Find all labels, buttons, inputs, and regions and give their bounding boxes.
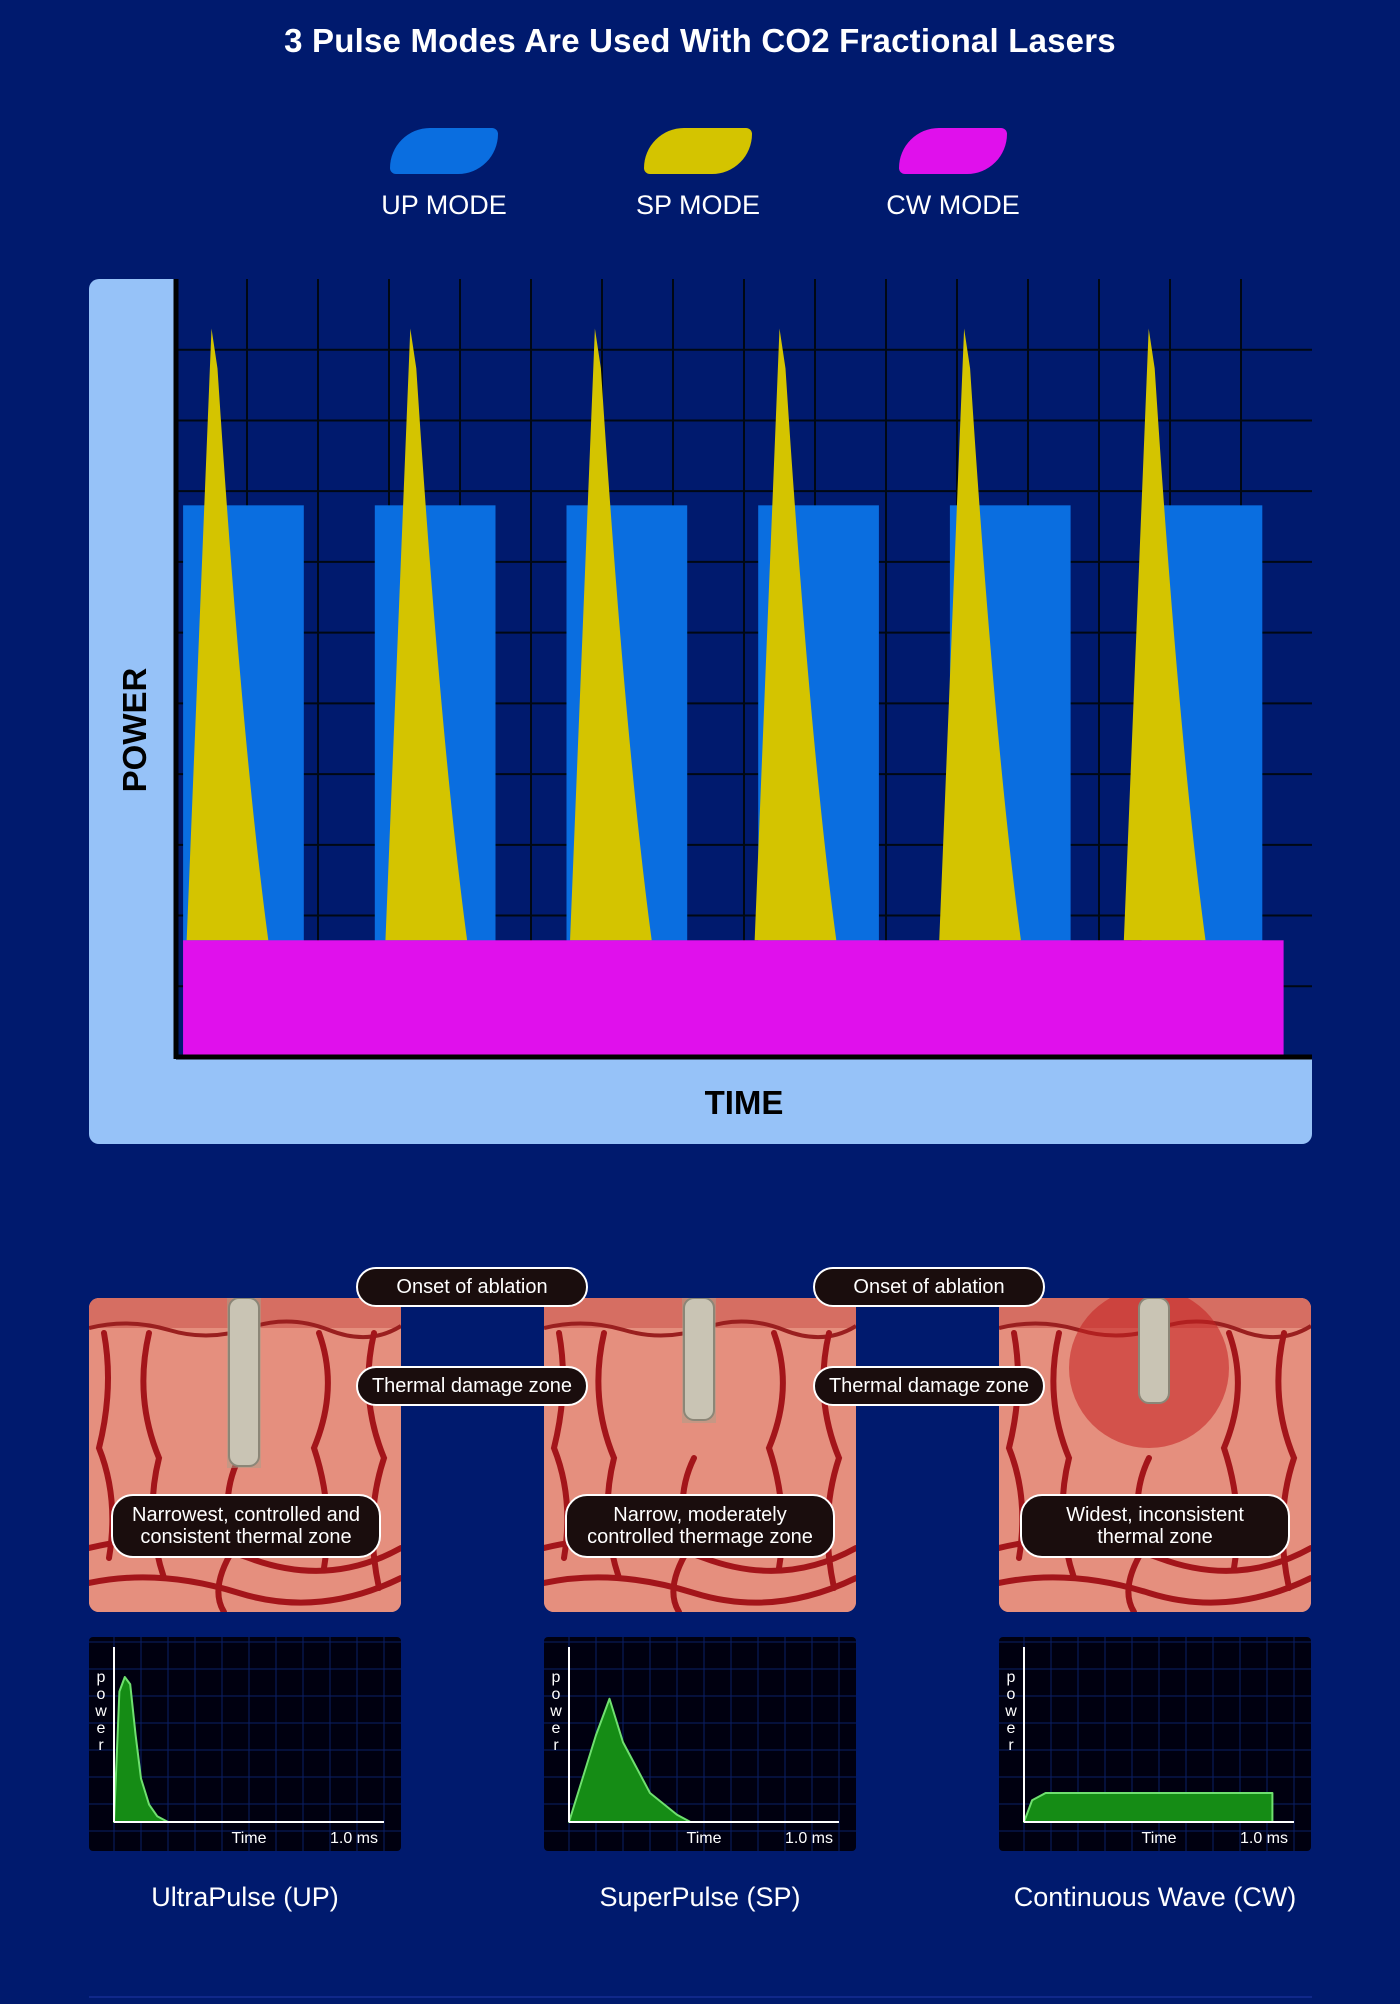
mini-chart-sp: p o w e r Time 1.0 ms — [544, 1637, 856, 1851]
mini-ylabel-letter: o — [1007, 1686, 1016, 1703]
sp-pulse-spike-6 — [1123, 328, 1206, 941]
tissue-illustration-up — [89, 1298, 401, 1612]
mini-ylabel-letter: p — [552, 1669, 561, 1686]
thermal-label-2: Thermal damage zone — [813, 1366, 1045, 1406]
mini-ylabel-letter: r — [98, 1737, 104, 1754]
laser-column — [683, 1298, 715, 1421]
mini-ylabel-letter: r — [1008, 1737, 1014, 1754]
zone-text-sp: Narrow, moderately controlled thermage z… — [565, 1494, 835, 1558]
sp-pulse-spike-4 — [754, 328, 837, 941]
legend-cw-label: CW MODE — [886, 190, 1020, 220]
bottom-divider — [89, 1996, 1312, 1998]
legend-up-swatch — [390, 128, 498, 174]
mini-ylabel-letter: o — [97, 1686, 106, 1703]
sp-pulse-spike-3 — [570, 328, 652, 941]
laser-column — [228, 1298, 260, 1467]
legend-sp-label: SP MODE — [635, 190, 761, 220]
thermal-label-1: Thermal damage zone — [356, 1366, 588, 1406]
mini-ylabel-letter: p — [1007, 1669, 1016, 1686]
mini-chart-up: p o w e r Time 1.0 ms — [89, 1637, 401, 1851]
sp-pulse-spike-1 — [186, 328, 269, 941]
caption-cw: Continuous Wave (CW) — [1013, 1882, 1297, 1912]
zone-text-cw: Widest, inconsistent thermal zone — [1020, 1494, 1290, 1558]
legend-up-label: UP MODE — [381, 190, 507, 220]
legend-sp-swatch — [644, 128, 752, 174]
onset-label-1: Onset of ablation — [356, 1267, 588, 1307]
mini-area-ultrapulse — [113, 1676, 169, 1823]
y-axis-label: POWER — [116, 667, 153, 792]
mini-ylabel-letter: e — [1007, 1720, 1016, 1737]
blood-vessel-7 — [999, 1574, 1311, 1606]
mini-xlabel: Time — [687, 1830, 722, 1847]
legend-cw-swatch — [899, 128, 1007, 174]
mini-x-end-label: 1.0 ms — [1240, 1830, 1288, 1847]
tissue-drawing-cw — [999, 1298, 1311, 1612]
mini-ylabel-letter: e — [552, 1720, 561, 1737]
tissue-illustration-sp — [544, 1298, 856, 1612]
zone-text-up: Narrowest, controlled and consistent the… — [111, 1494, 381, 1558]
sp-pulse-spike-5 — [939, 328, 1021, 941]
blood-vessel-7 — [544, 1574, 856, 1606]
mini-ylabel-letter: r — [553, 1737, 559, 1754]
mini-ylabel-letter: w — [94, 1703, 107, 1720]
mini-chart-cw: p o w e r Time 1.0 ms — [999, 1637, 1311, 1851]
caption-up: UltraPulse (UP) — [151, 1882, 339, 1912]
onset-label-2: Onset of ablation — [813, 1267, 1045, 1307]
mini-area-superpulse — [568, 1697, 692, 1823]
sp-pulse-spike-2 — [385, 328, 468, 941]
mini-ylabel-letter: o — [552, 1686, 561, 1703]
mini-ylabel-letter: w — [549, 1703, 562, 1720]
cw-continuous-bar — [183, 940, 1284, 1057]
mini-xlabel: Time — [1142, 1830, 1177, 1847]
mini-area-continuous — [1023, 1792, 1274, 1823]
tissue-drawing-sp — [544, 1298, 856, 1612]
blood-vessel-7 — [89, 1574, 401, 1606]
caption-sp: SuperPulse (SP) — [599, 1882, 801, 1912]
laser-column — [1138, 1298, 1170, 1404]
tissue-drawing-up — [89, 1298, 401, 1612]
legend-cw-mode: CW MODE — [853, 128, 1053, 221]
mini-xlabel: Time — [232, 1830, 267, 1847]
tissue-illustration-cw — [999, 1298, 1311, 1612]
pulse-mode-chart-svg: TIME POWER — [116, 279, 1312, 1121]
mini-x-end-label: 1.0 ms — [330, 1830, 378, 1847]
mini-ylabel-letter: e — [97, 1720, 106, 1737]
page-title: 3 Pulse Modes Are Used With CO2 Fraction… — [284, 22, 1116, 59]
pulse-mode-chart: TIME POWER — [89, 279, 1312, 1144]
x-axis-label: TIME — [705, 1084, 784, 1121]
mini-x-end-label: 1.0 ms — [785, 1830, 833, 1847]
mini-ylabel-letter: w — [1004, 1703, 1017, 1720]
legend-sp-mode: SP MODE — [598, 128, 798, 221]
legend-up-mode: UP MODE — [344, 128, 544, 221]
mini-ylabel-letter: p — [97, 1669, 106, 1686]
